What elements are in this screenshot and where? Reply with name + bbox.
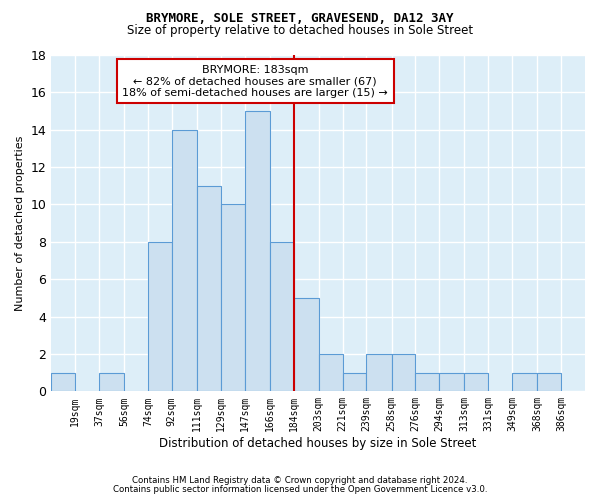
Bar <box>343 372 367 392</box>
Text: Contains public sector information licensed under the Open Government Licence v3: Contains public sector information licen… <box>113 484 487 494</box>
Bar <box>197 186 221 392</box>
Bar <box>148 242 172 392</box>
Text: Size of property relative to detached houses in Sole Street: Size of property relative to detached ho… <box>127 24 473 37</box>
Bar <box>439 372 464 392</box>
Bar <box>367 354 392 392</box>
Bar <box>99 372 124 392</box>
Bar <box>270 242 293 392</box>
Bar <box>392 354 415 392</box>
Y-axis label: Number of detached properties: Number of detached properties <box>15 136 25 311</box>
Bar <box>538 372 561 392</box>
Bar <box>51 372 75 392</box>
Bar <box>464 372 488 392</box>
Bar <box>415 372 439 392</box>
Bar <box>245 111 270 392</box>
Bar <box>512 372 538 392</box>
Bar <box>221 204 245 392</box>
Bar <box>293 298 319 392</box>
X-axis label: Distribution of detached houses by size in Sole Street: Distribution of detached houses by size … <box>160 437 477 450</box>
Text: BRYMORE, SOLE STREET, GRAVESEND, DA12 3AY: BRYMORE, SOLE STREET, GRAVESEND, DA12 3A… <box>146 12 454 26</box>
Bar <box>172 130 197 392</box>
Bar <box>319 354 343 392</box>
Text: Contains HM Land Registry data © Crown copyright and database right 2024.: Contains HM Land Registry data © Crown c… <box>132 476 468 485</box>
Text: BRYMORE: 183sqm
← 82% of detached houses are smaller (67)
18% of semi-detached h: BRYMORE: 183sqm ← 82% of detached houses… <box>122 64 388 98</box>
